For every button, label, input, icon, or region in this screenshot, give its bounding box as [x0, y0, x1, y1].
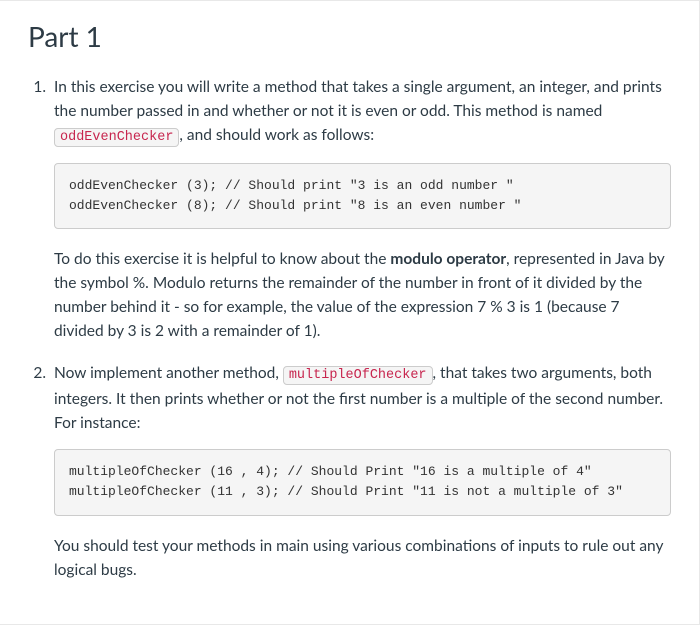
exercise-1-intro-after: , and should work as follows: [179, 126, 374, 144]
exercise-1-intro: In this exercise you will write a method… [54, 75, 671, 149]
exercise-2-codeblock: multipleOfChecker (16 , 4); // Should Pr… [54, 449, 671, 515]
exercise-1-codeblock: oddEvenChecker (3); // Should print "3 i… [54, 163, 671, 229]
exercise-list: In this exercise you will write a method… [28, 75, 671, 582]
exercise-1-intro-before: In this exercise you will write a method… [54, 78, 662, 120]
code-oddevenchecker: oddEvenChecker [54, 128, 179, 147]
exercise-2-intro: Now implement another method, multipleOf… [54, 361, 671, 435]
exercise-item-2: Now implement another method, multipleOf… [50, 361, 671, 581]
exercise-1-explain: To do this exercise it is helpful to kno… [54, 247, 671, 343]
exercise-item-1: In this exercise you will write a method… [50, 75, 671, 343]
page: Part 1 In this exercise you will write a… [0, 0, 700, 625]
code-multipleofchecker: multipleOfChecker [283, 366, 433, 385]
modulo-bold: modulo operator [390, 250, 506, 268]
exercise-1-explain-before: To do this exercise it is helpful to kno… [54, 250, 390, 268]
exercise-2-explain: You should test your methods in main usi… [54, 534, 671, 582]
page-title: Part 1 [28, 19, 671, 53]
exercise-2-intro-before: Now implement another method, [54, 364, 283, 382]
